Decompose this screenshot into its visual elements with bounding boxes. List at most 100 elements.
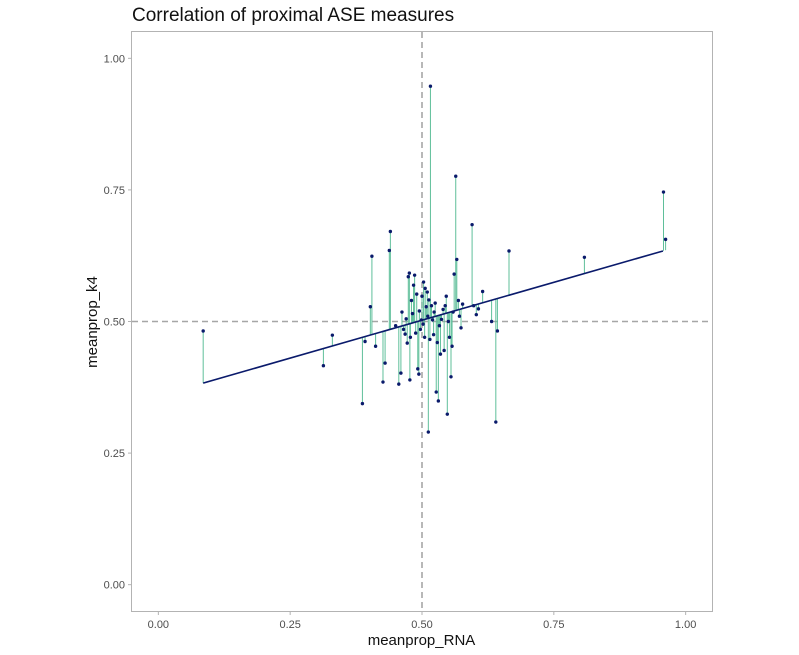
- data-point: [425, 290, 429, 294]
- data-point: [408, 378, 412, 382]
- data-point: [663, 237, 668, 242]
- data-point: [441, 307, 445, 312]
- data-point: [411, 283, 416, 287]
- data-point: [404, 317, 408, 321]
- data-point: [419, 318, 424, 322]
- data-point: [433, 301, 437, 305]
- data-point: [435, 340, 439, 345]
- data-point: [460, 302, 465, 306]
- data-point: [387, 248, 392, 253]
- data-point: [422, 335, 427, 339]
- data-point: [397, 382, 401, 386]
- data-point: [381, 380, 385, 384]
- x-tick-label: 0.00: [148, 619, 169, 631]
- data-point: [417, 309, 422, 313]
- data-point: [424, 305, 428, 309]
- y-tick-label: 0.50: [104, 317, 125, 329]
- data-point: [582, 255, 587, 259]
- data-point: [438, 352, 443, 356]
- data-point: [403, 332, 407, 336]
- y-axis-label: meanprop_k4: [84, 276, 101, 368]
- data-point: [661, 190, 666, 194]
- x-tick-label: 0.75: [543, 619, 564, 631]
- data-point: [426, 430, 431, 434]
- y-tick-label: 1.00: [104, 53, 125, 65]
- data-point: [360, 401, 365, 406]
- data-point: [410, 311, 415, 316]
- chart-title: Correlation of proximal ASE measures: [132, 5, 454, 26]
- y-tick-label: 0.00: [104, 580, 125, 592]
- data-point: [447, 335, 452, 339]
- data-point: [431, 332, 436, 337]
- data-point: [476, 307, 481, 311]
- data-point: [401, 327, 406, 332]
- data-point: [446, 319, 451, 324]
- data-point: [413, 331, 418, 335]
- data-point: [412, 273, 417, 277]
- data-point: [451, 310, 455, 314]
- data-point: [407, 271, 412, 275]
- data-point: [406, 275, 410, 279]
- data-point: [459, 326, 463, 330]
- data-point: [437, 324, 442, 328]
- data-point: [443, 304, 447, 308]
- data-point: [321, 364, 326, 368]
- data-point: [480, 289, 485, 294]
- data-point: [368, 305, 373, 309]
- data-point: [370, 254, 374, 258]
- x-tick-label: 1.00: [675, 619, 696, 631]
- data-point: [470, 222, 474, 227]
- fit-line-group: [202, 250, 664, 384]
- data-point: [417, 372, 421, 376]
- data-point: [436, 399, 441, 403]
- data-point: [445, 412, 450, 416]
- data-point: [330, 333, 335, 337]
- data-point: [421, 280, 426, 284]
- data-point: [423, 286, 427, 291]
- data-point: [429, 304, 434, 308]
- data-point: [383, 361, 387, 365]
- y-axis-ticks: 0.00 0.25 0.50 0.75 1.00: [104, 53, 132, 592]
- data-point: [434, 390, 438, 394]
- regression-line: [202, 250, 664, 384]
- data-point: [405, 341, 409, 345]
- data-point: [420, 294, 424, 298]
- data-point: [455, 257, 459, 262]
- data-point: [507, 249, 511, 253]
- data-point: [426, 314, 430, 318]
- data-point: [457, 314, 462, 318]
- data-point: [408, 335, 413, 339]
- data-point: [444, 294, 448, 298]
- data-point: [495, 329, 500, 333]
- data-point: [428, 84, 433, 88]
- data-point: [450, 344, 454, 348]
- y-tick-label: 0.25: [104, 448, 125, 460]
- y-tick-label: 0.75: [104, 185, 125, 197]
- data-point: [427, 298, 431, 302]
- data-points: [201, 84, 668, 434]
- residual-segments: [202, 86, 667, 433]
- data-point: [201, 329, 205, 333]
- data-point: [373, 344, 378, 348]
- x-axis-label: meanprop_RNA: [368, 632, 476, 649]
- data-point: [454, 174, 458, 178]
- data-point: [399, 371, 403, 375]
- data-point: [415, 292, 419, 296]
- x-tick-label: 0.25: [279, 619, 300, 631]
- data-point: [442, 348, 446, 353]
- data-point: [456, 298, 461, 303]
- data-point: [418, 327, 423, 332]
- data-point: [363, 339, 367, 344]
- data-point: [430, 318, 435, 322]
- data-point: [388, 229, 393, 234]
- data-point: [449, 375, 453, 379]
- data-point: [489, 319, 494, 324]
- data-point: [421, 322, 425, 326]
- data-point: [432, 310, 436, 314]
- data-point: [400, 310, 404, 314]
- x-tick-label: 0.50: [411, 619, 432, 631]
- data-point: [393, 324, 398, 328]
- data-point: [471, 304, 476, 308]
- data-point: [416, 367, 420, 371]
